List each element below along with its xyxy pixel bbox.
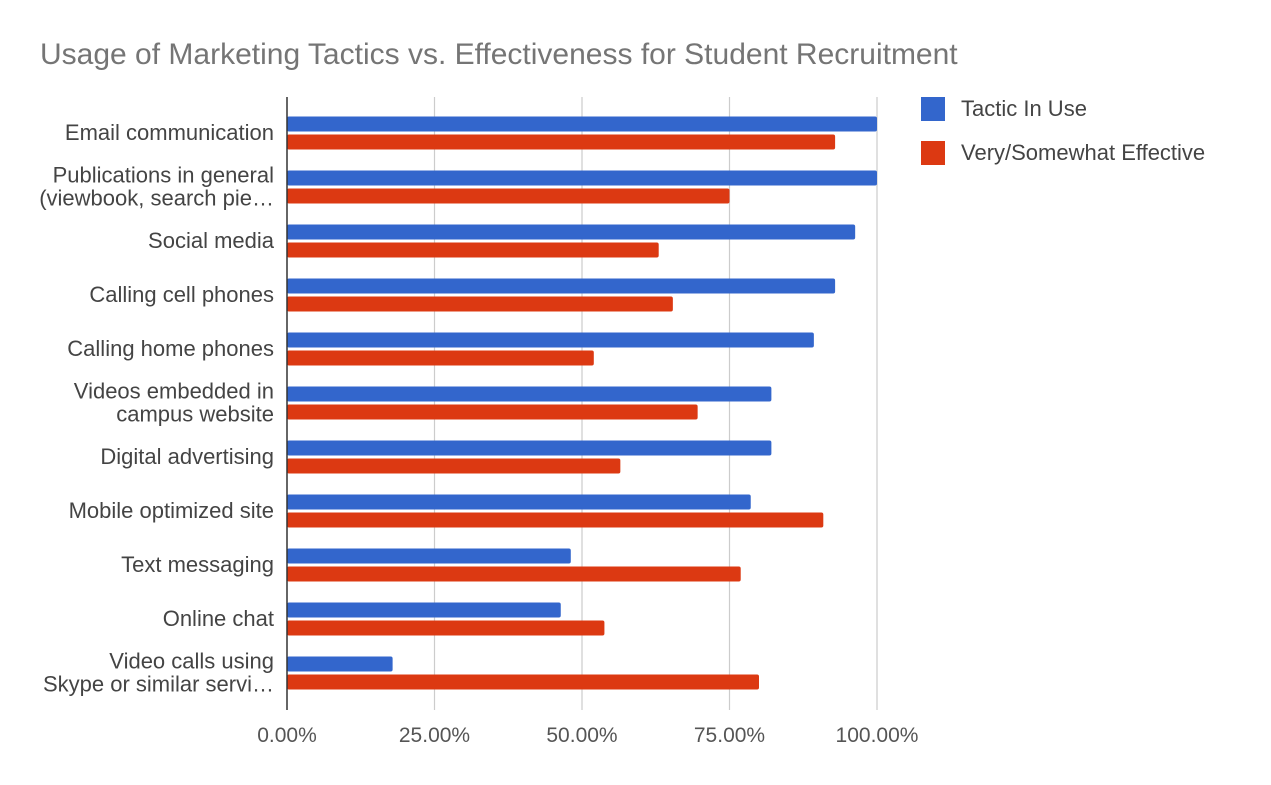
- category-label: Digital advertising: [100, 444, 274, 469]
- bar-effective: [287, 296, 673, 312]
- bar-effective: [287, 674, 759, 690]
- category-label: Email communication: [65, 120, 274, 145]
- x-tick-label: 100.00%: [836, 724, 919, 747]
- category-label: Calling home phones: [67, 336, 274, 361]
- category-labels: Email communication Publications in gener…: [39, 120, 275, 697]
- category-label: Calling cell phones: [89, 282, 274, 307]
- bar-effective: [287, 458, 621, 474]
- legend: Tactic In Use Very/Somewhat Effective: [921, 96, 1205, 165]
- category-label: Publications in general (viewbook, search…: [39, 163, 274, 211]
- bar-tactic-in-use: [287, 494, 751, 510]
- bar-tactic-in-use: [287, 440, 772, 456]
- bar-effective: [287, 620, 605, 636]
- bar-tactic-in-use: [287, 170, 877, 186]
- category-label: Online chat: [163, 606, 274, 631]
- x-tick-label: 75.00%: [694, 724, 765, 747]
- legend-swatch: [921, 97, 945, 121]
- bar-tactic-in-use: [287, 386, 772, 402]
- bar-effective: [287, 134, 836, 150]
- bar-tactic-in-use: [287, 116, 877, 132]
- category-label: Videos embedded in campus website: [74, 379, 274, 427]
- bar-tactic-in-use: [287, 656, 393, 672]
- category-label: Video calls using Skype or similar servi…: [43, 649, 274, 697]
- bar-effective: [287, 188, 730, 204]
- bar-tactic-in-use: [287, 602, 561, 618]
- x-tick-label: 0.00%: [257, 724, 317, 747]
- bar-effective: [287, 242, 659, 258]
- x-tick-label: 25.00%: [399, 724, 470, 747]
- bar-effective: [287, 350, 594, 366]
- legend-label: Very/Somewhat Effective: [961, 140, 1205, 165]
- bar-tactic-in-use: [287, 224, 856, 240]
- category-label: Text messaging: [121, 552, 274, 577]
- bar-effective: [287, 404, 698, 420]
- bar-effective: [287, 566, 741, 582]
- bars: [287, 116, 877, 690]
- legend-label: Tactic In Use: [961, 96, 1087, 121]
- bar-tactic-in-use: [287, 332, 814, 348]
- category-label: Social media: [148, 228, 275, 253]
- category-label: Mobile optimized site: [69, 498, 274, 523]
- legend-swatch: [921, 141, 945, 165]
- bar-tactic-in-use: [287, 548, 571, 564]
- x-tick-label: 50.00%: [546, 724, 617, 747]
- chart-title: Usage of Marketing Tactics vs. Effective…: [40, 38, 958, 71]
- bar-effective: [287, 512, 824, 528]
- bar-tactic-in-use: [287, 278, 836, 294]
- x-axis-tick-labels: 0.00% 25.00% 50.00% 75.00% 100.00%: [257, 724, 918, 747]
